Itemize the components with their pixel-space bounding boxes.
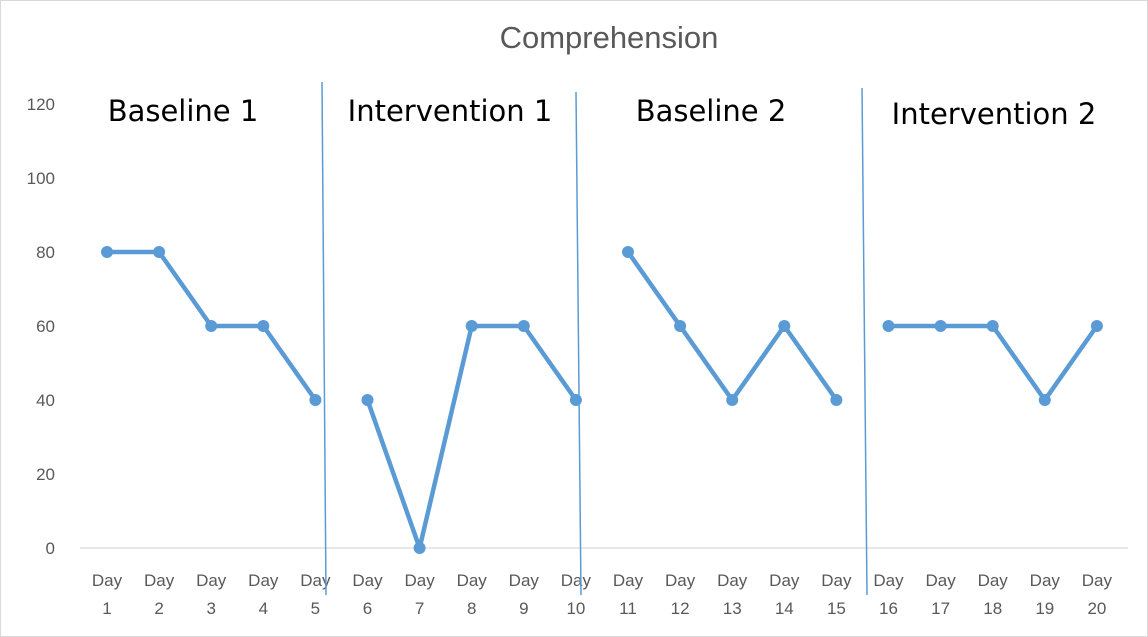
data-point	[622, 246, 634, 258]
data-point	[1038, 394, 1051, 406]
y-tick-label: 120	[27, 95, 55, 114]
phase-label: Baseline 1	[108, 94, 259, 128]
phase-divider-line	[575, 91, 582, 596]
phase-divider-line	[321, 81, 327, 596]
series-line	[625, 249, 839, 403]
x-axis: Day 1 Day 2 Day 3 Day 4 Day 5 Day 6 Day 7 Day 8 Day 9 Day 1…	[80, 547, 1128, 618]
x-tick-label: Day 11	[613, 571, 644, 618]
phase-dividers	[321, 81, 868, 596]
chart-title: Comprehension	[500, 20, 719, 55]
data-point	[726, 394, 739, 406]
data-point	[309, 394, 322, 406]
data-point	[882, 320, 895, 332]
phase-label: Intervention 2	[892, 97, 1097, 131]
data-point	[257, 320, 270, 332]
data-point	[517, 320, 530, 332]
data-point	[101, 246, 113, 258]
data-point	[986, 320, 999, 332]
x-tick-label: Day 8	[457, 571, 488, 618]
x-tick-label: Day 9	[509, 571, 540, 618]
series-line	[365, 323, 579, 551]
x-tick-label: Day 10	[561, 571, 592, 618]
data-point	[934, 320, 947, 332]
phase-divider-line	[861, 87, 868, 596]
data-point	[205, 320, 218, 332]
data-point	[413, 542, 426, 554]
y-tick-label: 40	[36, 391, 55, 410]
x-tick-label: Day 3	[196, 571, 227, 618]
phase-label: Baseline 2	[636, 94, 787, 128]
x-tick-label: Day 14	[769, 571, 800, 618]
x-tick-label: Day 7	[404, 571, 435, 618]
y-tick-label: 60	[36, 317, 55, 336]
x-tick-label: Day 17	[925, 571, 956, 618]
x-tick-label: Day 15	[821, 571, 852, 618]
data-point	[830, 394, 843, 406]
series-line	[886, 323, 1100, 403]
comprehension-series	[101, 246, 1103, 554]
data-point	[465, 320, 478, 332]
y-axis: 0 20 40 60 80 100 120	[27, 95, 55, 558]
x-tick-label: Day 19	[1030, 571, 1061, 618]
x-tick-label: Day 2	[144, 571, 175, 618]
x-tick-label: Day 1	[92, 571, 123, 618]
y-tick-label: 20	[36, 465, 55, 484]
data-point	[1090, 320, 1103, 332]
x-tick-label: Day 16	[873, 571, 904, 618]
x-tick-label: Day 12	[665, 571, 696, 618]
y-tick-label: 100	[27, 169, 55, 188]
x-tick-label: Day 6	[352, 571, 383, 618]
data-point	[778, 320, 791, 332]
x-tick-label: Day 18	[978, 571, 1009, 618]
x-tick-label: Day 13	[717, 571, 748, 618]
y-tick-label: 80	[36, 243, 55, 262]
x-tick-label: Day 4	[248, 571, 279, 618]
y-tick-label: 0	[46, 539, 55, 558]
data-point	[361, 394, 374, 406]
phase-labels: Baseline 1 Intervention 1 Baseline 2 Interv…	[108, 94, 1097, 131]
phase-label: Intervention 1	[348, 94, 553, 128]
data-point	[569, 394, 582, 406]
x-tick-label: Day 5	[300, 571, 331, 618]
data-point	[674, 320, 687, 332]
x-tick-label: Day 20	[1082, 571, 1113, 618]
data-point	[153, 246, 166, 258]
